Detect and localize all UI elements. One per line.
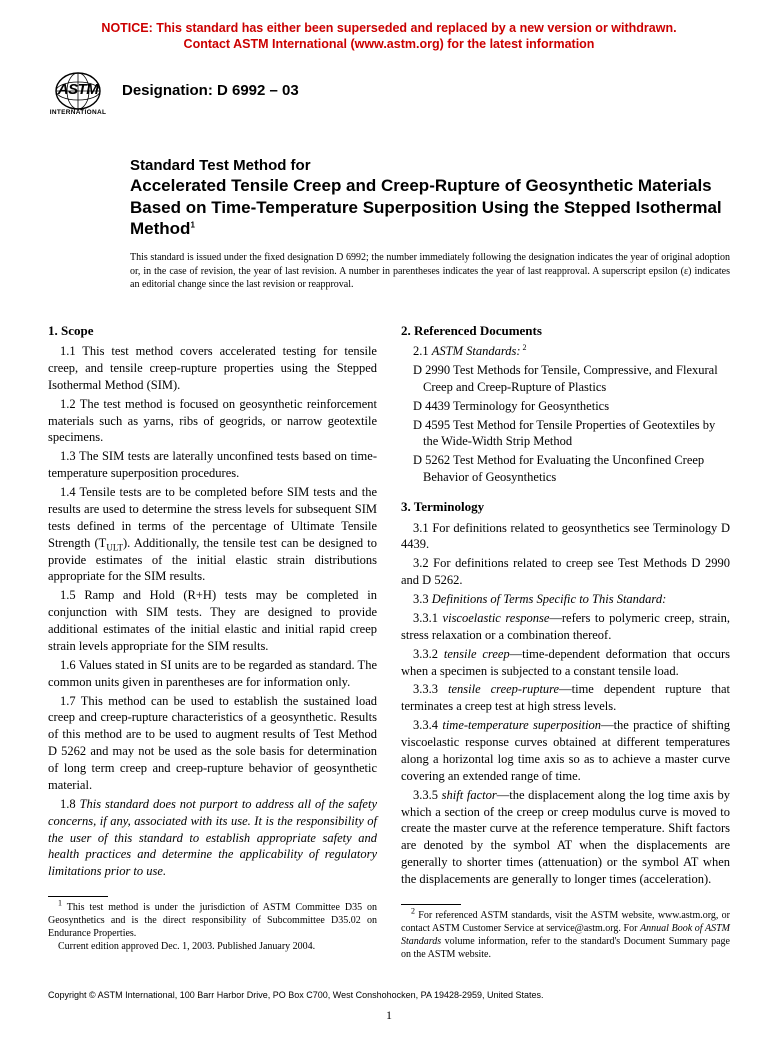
sec3-p33: 3.3.3 tensile creep-rupture—time depende… <box>401 681 730 715</box>
sec1-p8-b: This standard does not purport to addres… <box>48 797 377 879</box>
title-text: Accelerated Tensile Creep and Creep-Rupt… <box>130 176 722 238</box>
notice-line-2: Contact ASTM International (www.astm.org… <box>184 37 595 51</box>
sec1-p6: 1.6 Values stated in SI units are to be … <box>48 657 377 691</box>
copyright: Copyright © ASTM International, 100 Barr… <box>48 989 544 1001</box>
astm-logo: ASTM INTERNATIONAL <box>48 71 108 129</box>
sec3-p32-b: tensile creep <box>444 647 510 661</box>
sec2-p1-sup: 2 <box>521 343 527 352</box>
header-row: ASTM INTERNATIONAL Designation: D 6992 –… <box>48 71 730 129</box>
sec3-p2: 3.2 For definitions related to creep see… <box>401 555 730 589</box>
sec2-head: 2. Referenced Documents <box>401 322 730 340</box>
sec3-p34-a: 3.3.4 <box>413 718 442 732</box>
footnote-separator <box>48 896 108 897</box>
sec3-p31: 3.3.1 viscoelastic response—refers to po… <box>401 610 730 644</box>
sec3-p32: 3.3.2 tensile creep—time-dependent defor… <box>401 646 730 680</box>
footnote-1: 1 This test method is under the jurisdic… <box>48 901 377 940</box>
sec1-p8-a: 1.8 <box>60 797 80 811</box>
sec3-head: 3. Terminology <box>401 498 730 516</box>
ref-d2990: D 2990 Test Methods for Tensile, Compres… <box>401 362 730 396</box>
sec3-p33-b: tensile creep-rupture <box>448 682 559 696</box>
sec1-p7: 1.7 This method can be used to establish… <box>48 693 377 794</box>
issuance-note: This standard is issued under the fixed … <box>130 251 730 292</box>
sec1-head: 1. Scope <box>48 322 377 340</box>
body-columns: 1. Scope 1.1 This test method covers acc… <box>48 316 730 961</box>
ref-d4595: D 4595 Test Method for Tensile Propertie… <box>401 417 730 451</box>
sec3-p35-c: —the displacement along the log time axi… <box>401 788 730 886</box>
footnote-separator-2 <box>401 904 461 905</box>
sec3-p3-a: 3.3 <box>413 592 432 606</box>
sec1-p4: 1.4 Tensile tests are to be completed be… <box>48 484 377 585</box>
sec1-p1: 1.1 This test method covers accelerated … <box>48 343 377 394</box>
logo-text: ASTM <box>58 80 99 100</box>
footnote-1b: Current edition approved Dec. 1, 2003. P… <box>48 940 377 953</box>
sec3-p1: 3.1 For definitions related to geosynthe… <box>401 520 730 554</box>
sec3-p3: 3.3 Definitions of Terms Specific to Thi… <box>401 591 730 608</box>
sec3-p3-b: Definitions of Terms Specific to This St… <box>432 592 667 606</box>
title-prefix: Standard Test Method for <box>130 157 730 176</box>
ref-d4439: D 4439 Terminology for Geosynthetics <box>401 398 730 415</box>
sec1-p4-sub: ULT <box>106 542 123 552</box>
designation: Designation: D 6992 – 03 <box>122 81 299 101</box>
sec2-p1: 2.1 ASTM Standards: 2 <box>401 343 730 360</box>
sec2-p1-a: 2.1 <box>413 344 432 358</box>
sec3-p32-a: 3.3.2 <box>413 647 444 661</box>
title-main: Accelerated Tensile Creep and Creep-Rupt… <box>130 175 730 239</box>
left-column: 1. Scope 1.1 This test method covers acc… <box>48 316 377 961</box>
sec3-p31-b: viscoelastic response <box>443 611 550 625</box>
notice-banner: NOTICE: This standard has either been su… <box>48 20 730 53</box>
sec1-p3: 1.3 The SIM tests are laterally unconfin… <box>48 448 377 482</box>
title-sup: 1 <box>190 220 194 229</box>
right-column: 2. Referenced Documents 2.1 ASTM Standar… <box>401 316 730 961</box>
sec1-p5: 1.5 Ramp and Hold (R+H) tests may be com… <box>48 587 377 655</box>
sec3-p33-a: 3.3.3 <box>413 682 448 696</box>
page: NOTICE: This standard has either been su… <box>0 0 778 1041</box>
sec3-p35-a: 3.3.5 <box>413 788 442 802</box>
ref-d5262: D 5262 Test Method for Evaluating the Un… <box>401 452 730 486</box>
fn1-text: This test method is under the jurisdicti… <box>48 902 377 939</box>
sec3-p34-b: time-temperature superposition <box>442 718 601 732</box>
sec3-p35-b: shift factor <box>442 788 497 802</box>
footnote-2: 2 For referenced ASTM standards, visit t… <box>401 909 730 961</box>
notice-line-1: NOTICE: This standard has either been su… <box>101 21 676 35</box>
sec3-p34: 3.3.4 time-temperature superposition—the… <box>401 717 730 785</box>
sec2-p1-b: ASTM Standards: <box>432 344 521 358</box>
sec3-p35: 3.3.5 shift factor—the displacement alon… <box>401 787 730 888</box>
sec1-p8: 1.8 This standard does not purport to ad… <box>48 796 377 880</box>
fn2-d: volume information, refer to the standar… <box>401 936 730 960</box>
page-number: 1 <box>0 1007 778 1023</box>
sec3-p31-a: 3.3.1 <box>413 611 443 625</box>
title-block: Standard Test Method for Accelerated Ten… <box>130 157 730 240</box>
sec1-p2: 1.2 The test method is focused on geosyn… <box>48 396 377 447</box>
